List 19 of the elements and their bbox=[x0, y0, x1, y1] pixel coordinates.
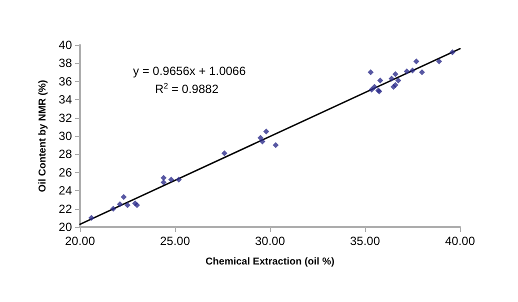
x-tick-label: 20.00 bbox=[64, 234, 96, 248]
x-axis-title: Chemical Extraction (oil %) bbox=[206, 256, 334, 268]
y-tick-label: 30 bbox=[58, 129, 72, 143]
y-tick-label: 32 bbox=[58, 110, 72, 125]
y-tick-label: 36 bbox=[58, 74, 72, 88]
x-tick-label: 35.00 bbox=[350, 234, 380, 248]
x-tick-label: 30.00 bbox=[254, 234, 286, 248]
y-tick-label: 28 bbox=[58, 147, 72, 162]
y-tick-label: 20 bbox=[58, 220, 72, 234]
y-axis-title: Oil Content by NMR (%) bbox=[37, 80, 48, 192]
y-tick-label: 22 bbox=[58, 202, 72, 216]
x-tick-label: 40.00 bbox=[444, 234, 476, 248]
y-tick-label: 26 bbox=[58, 165, 72, 180]
y-tick-label: 40 bbox=[58, 38, 72, 52]
x-tick-label: 25.00 bbox=[160, 234, 190, 248]
y-tick-label: 24 bbox=[58, 184, 72, 198]
y-tick-label: 34 bbox=[58, 92, 72, 107]
y-tick-label: 38 bbox=[58, 56, 72, 70]
annotation: y = 0.9656x + 1.0066 bbox=[133, 64, 246, 78]
